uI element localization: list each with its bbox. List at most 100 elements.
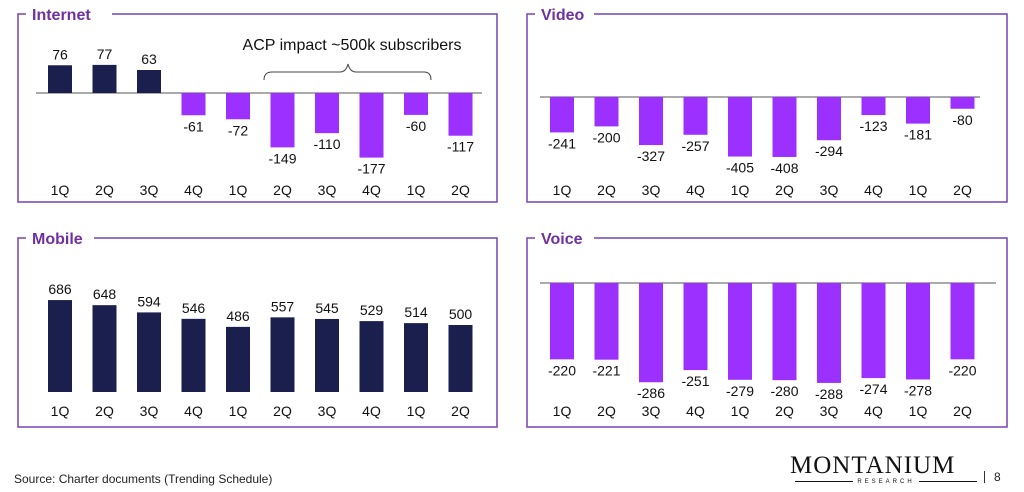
data-label: -117	[447, 139, 474, 155]
data-label: -241	[548, 135, 576, 151]
data-label: -274	[859, 381, 887, 397]
bar	[404, 93, 428, 115]
data-label: 63	[141, 51, 157, 67]
category-label: 1Q	[407, 403, 426, 419]
bar	[48, 300, 72, 392]
panel-frame	[17, 237, 498, 428]
bar	[359, 321, 384, 392]
bar	[448, 93, 473, 136]
data-label: -110	[314, 136, 341, 152]
category-label: 2Q	[597, 403, 616, 419]
chart-title: Mobile	[32, 231, 83, 248]
category-label: 4Q	[686, 182, 705, 198]
bar	[906, 283, 930, 380]
annotation: ACP impact ~500k subscribers	[243, 37, 462, 54]
bar	[728, 283, 752, 380]
bar	[772, 283, 797, 381]
bar	[270, 317, 295, 392]
data-label: 500	[449, 306, 473, 322]
data-label: -72	[228, 122, 248, 138]
category-label: 1Q	[229, 403, 248, 419]
data-label: 529	[360, 302, 384, 318]
bar	[315, 93, 339, 134]
data-label: -80	[952, 112, 972, 128]
category-label: 1Q	[51, 182, 70, 198]
bar	[906, 97, 930, 124]
chart-title: Voice	[541, 231, 583, 248]
category-label: 4Q	[184, 403, 203, 419]
category-label: 4Q	[184, 182, 203, 198]
data-label: 546	[182, 300, 206, 316]
category-label: 4Q	[686, 403, 705, 419]
bar	[359, 93, 384, 158]
bar	[817, 97, 841, 141]
data-label: -220	[548, 362, 576, 378]
category-label: 1Q	[909, 403, 928, 419]
bar	[639, 283, 663, 383]
data-label: -288	[815, 386, 843, 402]
category-label: 4Q	[362, 182, 381, 198]
data-label: 76	[52, 46, 68, 62]
data-label: -221	[592, 363, 620, 379]
bar	[315, 318, 339, 392]
data-label: -220	[948, 362, 976, 378]
bar	[683, 97, 708, 135]
bar	[550, 97, 574, 133]
bar	[181, 318, 206, 392]
data-label: -251	[681, 373, 709, 389]
category-label: 1Q	[407, 182, 426, 198]
data-label: -60	[406, 118, 426, 134]
logo: MONTANIUM	[790, 452, 956, 479]
bar	[861, 283, 886, 379]
bar	[92, 305, 117, 392]
category-label: 2Q	[95, 182, 114, 198]
category-label: 2Q	[775, 403, 794, 419]
category-label: 3Q	[140, 182, 159, 198]
category-label: 2Q	[775, 182, 794, 198]
category-label: 2Q	[597, 182, 616, 198]
data-label: -286	[637, 385, 665, 401]
data-label: -408	[770, 160, 798, 176]
category-label: 3Q	[820, 403, 839, 419]
category-label: 3Q	[642, 182, 661, 198]
data-label: 686	[48, 281, 72, 297]
bar	[226, 326, 250, 392]
data-label: -200	[592, 129, 620, 145]
data-label: -278	[904, 382, 932, 398]
data-label: -280	[770, 383, 798, 399]
data-label: -181	[904, 127, 932, 143]
category-label: 3Q	[820, 182, 839, 198]
category-label: 2Q	[273, 403, 292, 419]
data-label: 545	[315, 300, 339, 316]
category-label: 1Q	[51, 403, 70, 419]
bar	[137, 70, 161, 93]
brace-icon	[263, 63, 432, 81]
bar	[772, 97, 797, 157]
title-gap	[26, 6, 112, 22]
data-label: -257	[681, 138, 709, 154]
data-label: 486	[226, 308, 250, 324]
category-label: 1Q	[909, 182, 928, 198]
data-label: 77	[97, 46, 113, 62]
title-gap	[535, 6, 594, 22]
category-label: 3Q	[318, 182, 337, 198]
data-label: 648	[93, 286, 117, 302]
data-label: -294	[815, 143, 843, 159]
bar	[950, 283, 975, 360]
bar	[728, 97, 752, 157]
panel-frame	[526, 13, 1008, 203]
bar	[683, 283, 708, 371]
chart-title: Internet	[32, 7, 91, 24]
title-gap	[26, 230, 94, 246]
chart-title: Video	[541, 7, 585, 24]
panel-frame	[526, 237, 1008, 428]
bar	[594, 97, 619, 127]
bar	[594, 283, 619, 360]
bar	[92, 64, 117, 93]
data-label: 514	[404, 304, 428, 320]
bar	[550, 283, 574, 360]
category-label: 3Q	[642, 403, 661, 419]
category-label: 1Q	[731, 182, 750, 198]
category-label: 1Q	[229, 182, 248, 198]
bar	[817, 283, 841, 383]
